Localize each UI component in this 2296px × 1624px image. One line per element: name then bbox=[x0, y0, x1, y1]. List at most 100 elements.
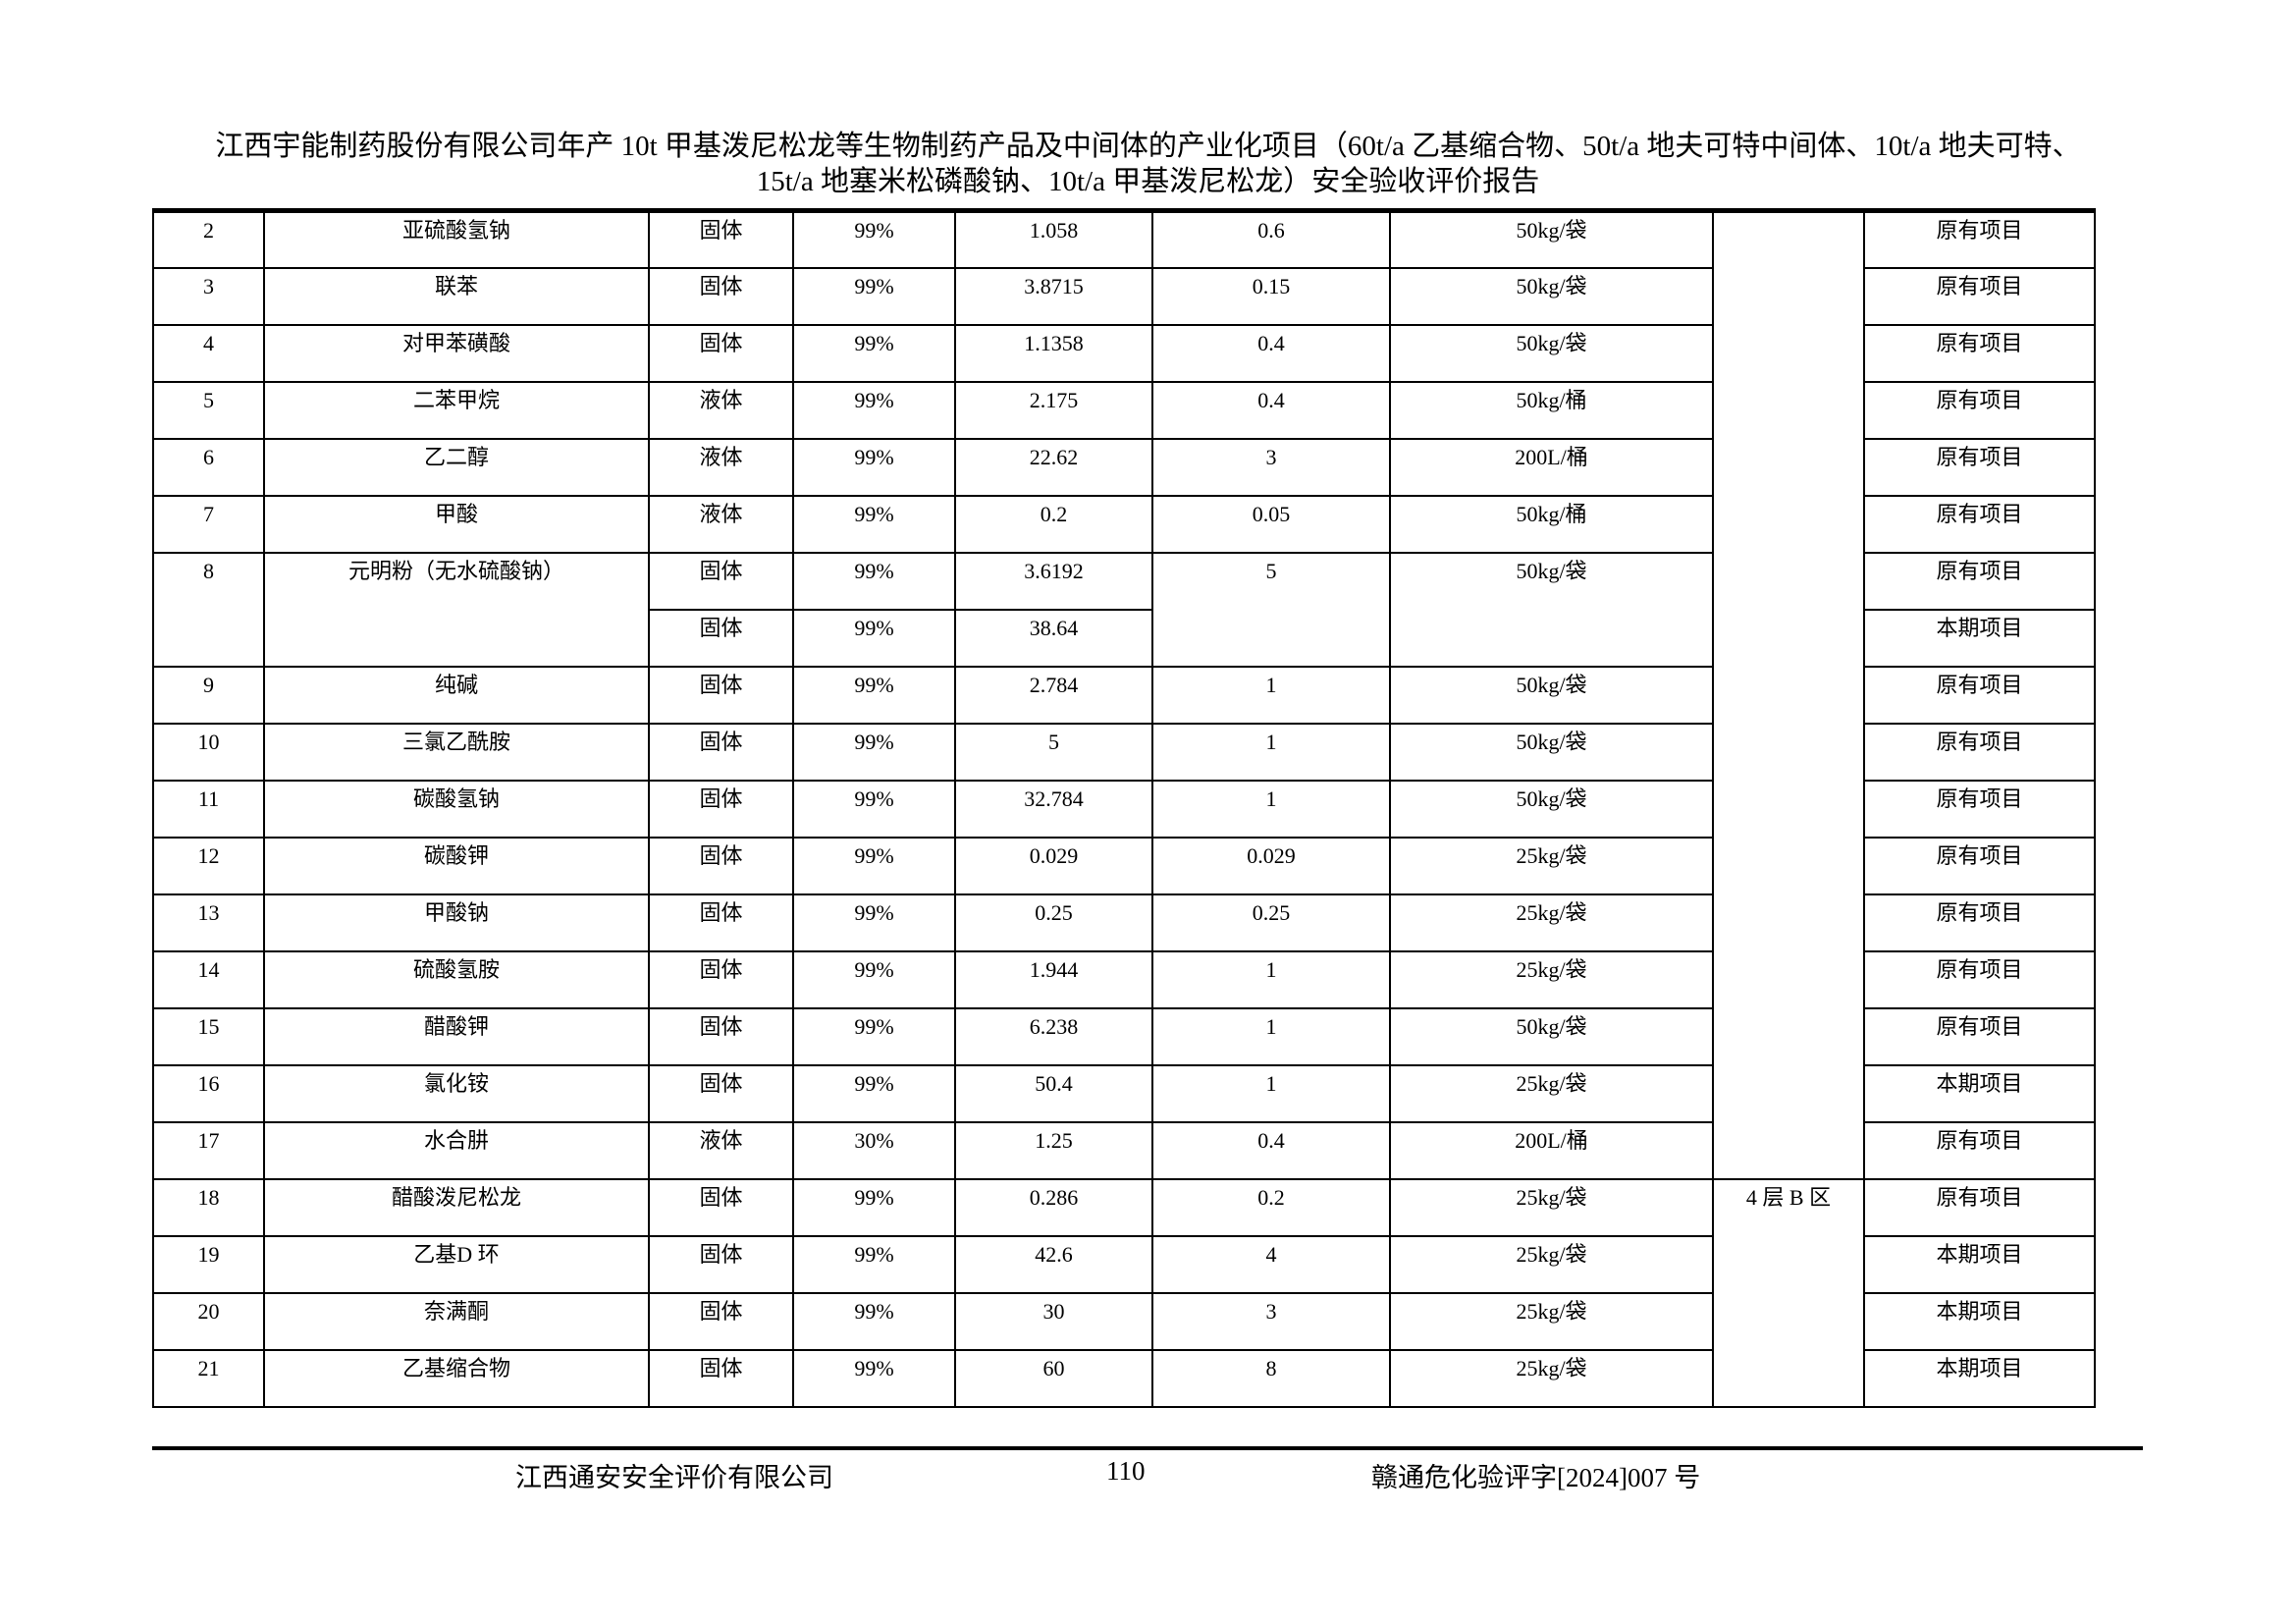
cell-chemical-name: 乙基D 环 bbox=[263, 1234, 650, 1294]
cell-purity: 99% bbox=[792, 722, 956, 782]
cell-serial-number: 16 bbox=[152, 1063, 265, 1123]
cell-physical-state: 固体 bbox=[648, 893, 794, 952]
cell-physical-state: 固体 bbox=[648, 1063, 794, 1123]
table-row: 2 亚硫酸氢钠 固体 99% 1.058 0.6 50kg/袋 原有项目 bbox=[152, 209, 2096, 1180]
cell-serial-number: 2 bbox=[152, 209, 265, 269]
cell-serial-number: 13 bbox=[152, 893, 265, 952]
table-row: 14 硫酸氢胺 固体 99% 1.944 1 25kg/袋 原有项目 bbox=[152, 949, 2096, 1009]
footer-company: 江西通安安全评价有限公司 bbox=[515, 1463, 833, 1492]
cell-daily-quantity: 5 bbox=[1151, 551, 1391, 668]
table-row: 13 甲酸钠 固体 99% 0.25 0.25 25kg/袋 原有项目 bbox=[152, 893, 2096, 952]
cell-chemical-name: 三氯乙酰胺 bbox=[263, 722, 650, 782]
cell-daily-quantity: 4 bbox=[1151, 1234, 1391, 1294]
cell-package-spec: 50kg/袋 bbox=[1389, 722, 1714, 782]
cell-physical-state: 固体 bbox=[648, 665, 794, 725]
report-title-line1: 江西宇能制药股份有限公司年产 10t 甲基泼尼松龙等生物制药产品及中间体的产业化… bbox=[215, 131, 2081, 162]
cell-project-phase: 原有项目 bbox=[1863, 722, 2096, 782]
cell-storage-quantity: 30 bbox=[954, 1291, 1153, 1351]
cell-physical-state: 固体 bbox=[648, 551, 794, 611]
cell-purity: 99% bbox=[792, 551, 956, 611]
cell-physical-state: 液体 bbox=[648, 494, 794, 554]
cell-daily-quantity: 1 bbox=[1151, 949, 1391, 1009]
cell-purity: 99% bbox=[792, 1234, 956, 1294]
cell-storage-quantity: 60 bbox=[954, 1348, 1153, 1408]
cell-package-spec: 50kg/袋 bbox=[1389, 1006, 1714, 1066]
cell-physical-state: 固体 bbox=[648, 608, 794, 668]
cell-serial-number: 4 bbox=[152, 323, 265, 383]
cell-chemical-name: 氯化铵 bbox=[263, 1063, 650, 1123]
cell-chemical-name: 硫酸氢胺 bbox=[263, 949, 650, 1009]
table-row: 9 纯碱 固体 99% 2.784 1 50kg/袋 原有项目 bbox=[152, 665, 2096, 725]
cell-chemical-name: 甲酸钠 bbox=[263, 893, 650, 952]
cell-package-spec: 25kg/袋 bbox=[1389, 893, 1714, 952]
cell-package-spec: 200L/桶 bbox=[1389, 1120, 1714, 1180]
cell-project-phase: 原有项目 bbox=[1863, 893, 2096, 952]
cell-storage-quantity: 22.62 bbox=[954, 437, 1153, 497]
cell-purity: 99% bbox=[792, 209, 956, 269]
table-row: 5 二苯甲烷 液体 99% 2.175 0.4 50kg/桶 原有项目 bbox=[152, 380, 2096, 440]
report-title: 江西宇能制药股份有限公司年产 10t 甲基泼尼松龙等生物制药产品及中间体的产业化… bbox=[0, 129, 2296, 199]
cell-physical-state: 固体 bbox=[648, 323, 794, 383]
cell-physical-state: 固体 bbox=[648, 1177, 794, 1237]
table-row: 15 醋酸钾 固体 99% 6.238 1 50kg/袋 原有项目 bbox=[152, 1006, 2096, 1066]
cell-daily-quantity: 1 bbox=[1151, 1006, 1391, 1066]
table-row: 10 三氯乙酰胺 固体 99% 5 1 50kg/袋 原有项目 bbox=[152, 722, 2096, 782]
cell-project-phase: 本期项目 bbox=[1863, 1234, 2096, 1294]
cell-project-phase: 原有项目 bbox=[1863, 437, 2096, 497]
cell-chemical-name: 碳酸钾 bbox=[263, 836, 650, 895]
cell-serial-number: 3 bbox=[152, 266, 265, 326]
table-row: 17 水合肼 液体 30% 1.25 0.4 200L/桶 原有项目 bbox=[152, 1120, 2096, 1180]
cell-daily-quantity: 0.25 bbox=[1151, 893, 1391, 952]
cell-daily-quantity: 0.029 bbox=[1151, 836, 1391, 895]
cell-chemical-name: 碳酸氢钠 bbox=[263, 779, 650, 839]
cell-daily-quantity: 0.4 bbox=[1151, 380, 1391, 440]
cell-project-phase: 原有项目 bbox=[1863, 551, 2096, 611]
cell-purity: 99% bbox=[792, 1063, 956, 1123]
cell-project-phase: 原有项目 bbox=[1863, 1120, 2096, 1180]
table-row: 19 乙基D 环固体 99% 42.6 4 25kg/袋 本期项目 bbox=[152, 1234, 2096, 1294]
cell-daily-quantity: 3 bbox=[1151, 1291, 1391, 1351]
cell-purity: 99% bbox=[792, 836, 956, 895]
table-row: 6 乙二醇 液体 99% 22.62 3 200L/桶 原有项目 bbox=[152, 437, 2096, 497]
cell-storage-quantity: 0.029 bbox=[954, 836, 1153, 895]
cell-daily-quantity: 1 bbox=[1151, 779, 1391, 839]
footer-divider bbox=[152, 1446, 2143, 1450]
cell-physical-state: 固体 bbox=[648, 1234, 794, 1294]
cell-purity: 99% bbox=[792, 779, 956, 839]
cell-package-spec: 50kg/袋 bbox=[1389, 665, 1714, 725]
cell-project-phase: 原有项目 bbox=[1863, 836, 2096, 895]
cell-package-spec: 25kg/袋 bbox=[1389, 1348, 1714, 1408]
cell-package-spec: 200L/桶 bbox=[1389, 437, 1714, 497]
cell-package-spec: 50kg/桶 bbox=[1389, 380, 1714, 440]
cell-serial-number: 17 bbox=[152, 1120, 265, 1180]
cell-purity: 99% bbox=[792, 380, 956, 440]
cell-daily-quantity: 0.4 bbox=[1151, 1120, 1391, 1180]
cell-serial-number: 11 bbox=[152, 779, 265, 839]
cell-package-spec: 50kg/袋 bbox=[1389, 266, 1714, 326]
cell-daily-quantity: 0.4 bbox=[1151, 323, 1391, 383]
cell-project-phase: 原有项目 bbox=[1863, 1006, 2096, 1066]
cell-purity: 99% bbox=[792, 437, 956, 497]
cell-chemical-name: 联苯 bbox=[263, 266, 650, 326]
cell-storage-quantity: 0.286 bbox=[954, 1177, 1153, 1237]
table-row: 18 醋酸泼尼松龙 固体 99% 0.286 0.2 25kg/袋 4 层 B 区原有项目 bbox=[152, 1177, 2096, 1408]
table-row: 4 对甲苯磺酸 固体 99% 1.1358 0.4 50kg/袋 原有项目 bbox=[152, 323, 2096, 383]
cell-purity: 99% bbox=[792, 608, 956, 668]
cell-physical-state: 固体 bbox=[648, 1348, 794, 1408]
cell-storage-quantity: 50.4 bbox=[954, 1063, 1153, 1123]
cell-storage-quantity: 0.2 bbox=[954, 494, 1153, 554]
cell-serial-number: 9 bbox=[152, 665, 265, 725]
cell-physical-state: 液体 bbox=[648, 1120, 794, 1180]
cell-physical-state: 固体 bbox=[648, 266, 794, 326]
table-row: 21 乙基缩合物 固体 99% 60 8 25kg/袋 本期项目 bbox=[152, 1348, 2096, 1408]
cell-project-phase: 本期项目 bbox=[1863, 608, 2096, 668]
cell-chemical-name: 元明粉（无水硫酸钠） bbox=[263, 551, 650, 668]
cell-purity: 99% bbox=[792, 266, 956, 326]
cell-serial-number: 12 bbox=[152, 836, 265, 895]
cell-physical-state: 液体 bbox=[648, 380, 794, 440]
cell-daily-quantity: 0.05 bbox=[1151, 494, 1391, 554]
footer-page-number: 110 bbox=[1106, 1456, 1146, 1486]
cell-project-phase: 原有项目 bbox=[1863, 949, 2096, 1009]
cell-storage-quantity: 1.1358 bbox=[954, 323, 1153, 383]
cell-package-spec: 25kg/袋 bbox=[1389, 1291, 1714, 1351]
